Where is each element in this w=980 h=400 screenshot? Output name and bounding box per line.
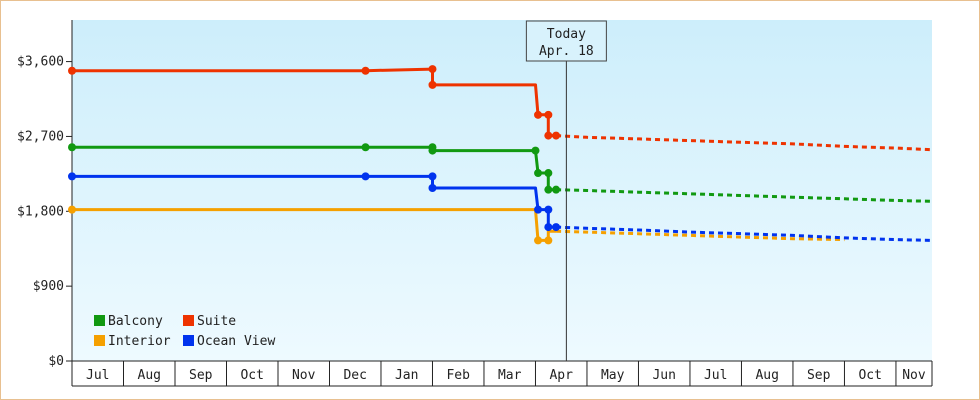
series-line-suite: [72, 67, 557, 138]
forecast-line-balcony: [556, 188, 933, 203]
month-label: Dec: [343, 368, 366, 383]
data-point-suite: [361, 66, 370, 75]
month-label: Jul: [86, 368, 109, 383]
data-point-ocean-view: [428, 172, 437, 181]
data-point-balcony: [544, 169, 553, 178]
data-point-balcony: [534, 169, 543, 178]
data-point-ocean-view: [534, 205, 543, 214]
data-point-suite: [428, 80, 437, 89]
today-marker: Today Apr. 18: [525, 20, 607, 361]
today-label: Today: [547, 27, 586, 42]
data-point-ocean-view: [68, 172, 76, 181]
forecast-line-suite: [556, 134, 933, 152]
plot-area: [72, 20, 932, 361]
data-point-interior: [544, 236, 553, 245]
y-tick-label: $2,700: [17, 129, 64, 144]
month-label: Jul: [704, 368, 727, 383]
series-layer: [68, 65, 933, 245]
legend-label-suite: Suite: [197, 314, 236, 329]
month-label: Aug: [755, 368, 778, 383]
y-tick-label: $3,600: [17, 55, 64, 70]
data-point-suite: [68, 66, 76, 75]
legend-swatch-interior: [94, 335, 105, 346]
data-point-suite: [544, 131, 553, 140]
month-label: Mar: [498, 368, 522, 383]
today-box: [525, 20, 607, 62]
legend-swatch-ocean-view: [183, 335, 194, 346]
legend-label-interior: Interior: [108, 334, 171, 349]
month-label: Aug: [138, 368, 161, 383]
data-point-balcony: [68, 143, 76, 152]
series-balcony: [68, 143, 933, 203]
data-point-suite: [428, 65, 437, 74]
month-label: Jun: [652, 368, 675, 383]
month-label: Feb: [446, 368, 470, 383]
data-point-balcony: [428, 146, 437, 155]
x-axis: Jul Aug Sep Oct Nov Dec Jan Feb Mar Apr May Jun Jul A…: [71, 360, 933, 387]
data-point-suite: [552, 131, 561, 140]
legend-swatch-balcony: [94, 315, 105, 326]
month-label: Nov: [292, 368, 316, 383]
today-date: Apr. 18: [539, 44, 594, 59]
y-axis: $0 $900 $1,800 $2,700 $3,600: [17, 20, 73, 369]
data-point-balcony: [531, 146, 540, 155]
data-point-balcony: [544, 185, 553, 194]
series-suite: [68, 65, 933, 152]
month-label: Oct: [858, 368, 881, 383]
data-point-balcony: [552, 185, 561, 194]
series-line-ocean-view: [72, 174, 557, 229]
y-tick-label: $1,800: [17, 204, 64, 219]
data-point-ocean-view: [361, 172, 370, 181]
data-point-balcony: [361, 143, 370, 152]
data-point-suite: [544, 110, 553, 119]
legend-label-ocean-view: Ocean View: [197, 334, 275, 349]
month-label: Apr: [549, 368, 573, 383]
month-label: Sep: [807, 368, 831, 383]
data-point-ocean-view: [552, 223, 561, 232]
forecast-line-interior: [556, 229, 845, 242]
data-point-ocean-view: [544, 205, 553, 214]
series-line-interior: [72, 208, 557, 242]
legend-swatch-suite: [183, 315, 194, 326]
month-label: Sep: [189, 368, 213, 383]
month-label: Oct: [240, 368, 263, 383]
y-tick-label: $900: [33, 279, 64, 294]
legend-label-balcony: Balcony: [108, 314, 163, 329]
y-tick-label: $0: [48, 354, 64, 369]
month-label: Jan: [395, 368, 418, 383]
data-point-interior: [68, 205, 76, 214]
legend: Balcony Suite Interior Ocean View: [94, 314, 275, 349]
data-point-suite: [534, 110, 543, 119]
data-point-ocean-view: [544, 223, 553, 232]
data-point-ocean-view: [428, 184, 437, 193]
month-label: Nov: [902, 368, 926, 383]
month-label: May: [601, 368, 625, 383]
data-point-interior: [534, 236, 543, 245]
series-ocean-view: [68, 172, 933, 242]
forecast-line-ocean-view: [556, 225, 933, 242]
series-interior: [68, 205, 845, 245]
